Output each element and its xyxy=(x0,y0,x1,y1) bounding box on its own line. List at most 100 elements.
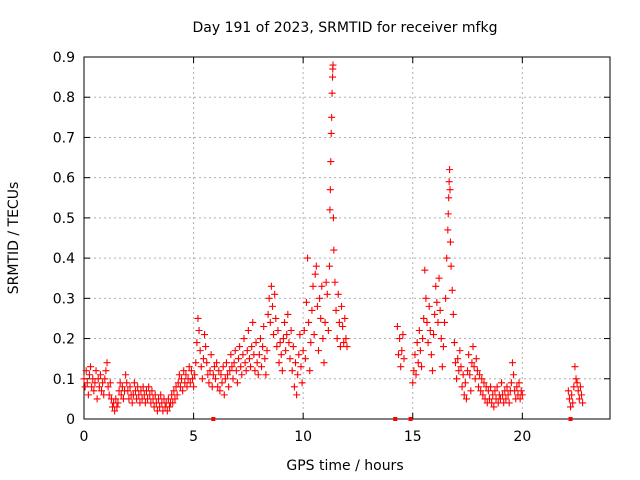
x-axis-label: GPS time / hours xyxy=(286,458,403,474)
data-point xyxy=(432,282,440,290)
data-point xyxy=(239,351,247,359)
data-point xyxy=(300,327,308,335)
data-point xyxy=(319,335,327,343)
data-point xyxy=(145,383,153,391)
data-point xyxy=(92,367,100,375)
data-point xyxy=(443,254,451,262)
data-point xyxy=(242,367,250,375)
data-point xyxy=(299,347,307,355)
data-point xyxy=(287,327,295,335)
data-point xyxy=(490,403,498,411)
data-point xyxy=(485,395,493,403)
data-point xyxy=(420,314,428,322)
data-point xyxy=(179,387,187,395)
data-point xyxy=(202,343,210,351)
y-tick-label: 0.9 xyxy=(53,50,75,66)
data-point xyxy=(270,331,278,339)
data-point xyxy=(288,367,296,375)
data-point xyxy=(307,339,315,347)
data-point xyxy=(294,371,302,379)
zero-point xyxy=(408,417,413,421)
data-point xyxy=(229,375,237,383)
data-point xyxy=(574,387,582,395)
x-tick-label: 10 xyxy=(294,429,312,445)
data-point xyxy=(475,383,482,391)
data-point xyxy=(473,367,481,375)
data-point xyxy=(282,347,290,355)
data-point xyxy=(274,327,282,335)
x-tick-label: 0 xyxy=(80,429,89,445)
data-point xyxy=(291,359,299,367)
data-point xyxy=(233,379,241,387)
data-point xyxy=(182,371,190,379)
data-point xyxy=(295,351,303,359)
data-point xyxy=(330,246,338,254)
data-point xyxy=(329,61,337,69)
data-point xyxy=(243,347,251,355)
data-point xyxy=(281,318,289,326)
data-point xyxy=(308,306,316,314)
data-point xyxy=(465,351,473,359)
y-tick-label: 0.8 xyxy=(53,90,75,106)
data-point xyxy=(472,355,480,363)
data-point xyxy=(461,379,469,387)
data-point xyxy=(331,278,339,286)
data-point xyxy=(219,363,227,371)
data-point xyxy=(169,399,177,407)
data-point xyxy=(196,347,204,355)
data-point xyxy=(466,371,474,379)
data-point xyxy=(476,371,484,379)
data-point xyxy=(446,186,454,194)
x-tick-label: 15 xyxy=(404,429,422,445)
data-point xyxy=(395,351,403,359)
data-point xyxy=(419,335,427,343)
data-point xyxy=(290,383,298,391)
data-point xyxy=(84,391,92,399)
data-point xyxy=(276,339,284,347)
data-point xyxy=(427,351,435,359)
data-point xyxy=(176,383,184,391)
data-point xyxy=(305,318,313,326)
data-point xyxy=(266,318,274,326)
data-point xyxy=(478,375,486,383)
y-tick-label: 0 xyxy=(66,412,75,428)
data-point xyxy=(230,359,238,367)
data-point xyxy=(329,73,337,81)
data-point xyxy=(455,367,463,375)
data-point xyxy=(125,395,133,403)
data-point xyxy=(513,383,521,391)
data-point xyxy=(218,379,226,387)
data-point xyxy=(99,379,107,387)
data-point xyxy=(273,343,281,351)
data-point xyxy=(457,363,465,371)
data-point xyxy=(317,314,325,322)
data-point xyxy=(338,302,346,310)
data-point xyxy=(448,286,456,294)
data-point xyxy=(438,363,446,371)
data-point xyxy=(511,387,519,395)
data-point xyxy=(101,375,109,383)
data-point xyxy=(209,371,217,379)
data-point xyxy=(87,363,95,371)
data-point xyxy=(301,355,309,363)
data-point xyxy=(278,367,286,375)
data-point xyxy=(327,158,335,166)
data-point xyxy=(467,387,475,395)
data-point xyxy=(458,383,466,391)
data-point xyxy=(315,347,323,355)
data-point xyxy=(195,327,203,335)
data-point xyxy=(199,355,207,363)
data-point xyxy=(447,262,455,270)
data-point xyxy=(237,363,245,371)
data-point xyxy=(454,355,462,363)
data-point xyxy=(254,371,262,379)
data-point xyxy=(113,403,121,411)
data-point xyxy=(174,379,182,387)
data-point xyxy=(128,399,136,407)
data-point xyxy=(333,335,341,343)
data-point xyxy=(517,387,525,395)
y-tick-label: 0.7 xyxy=(53,130,75,146)
data-point xyxy=(173,391,181,399)
data-point xyxy=(323,290,331,298)
